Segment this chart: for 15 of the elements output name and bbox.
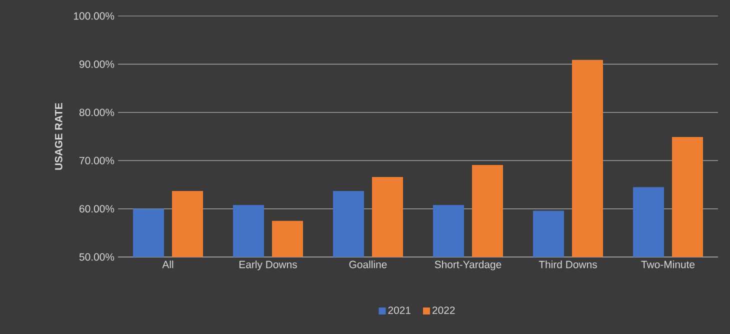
x-tick-label: Two-Minute — [641, 260, 695, 268]
y-tick-label: 80.00% — [79, 108, 114, 116]
x-tick-label: Third Downs — [538, 260, 597, 268]
legend-label: 2021 — [388, 306, 410, 314]
y-tick-label: 100.00% — [74, 12, 114, 20]
x-tick-label: Goalline — [349, 260, 387, 268]
x-tick-label: Short-Yardage — [434, 260, 502, 270]
y-axis-title: USAGE RATE — [54, 103, 62, 170]
x-tick-label: Early Downs — [240, 260, 297, 270]
y-tick-label: 50.00% — [79, 253, 114, 261]
y-tick-label: 70.00% — [80, 156, 114, 164]
y-tick-label: 60.00% — [80, 205, 114, 213]
legend-label: 2022 — [432, 306, 455, 314]
y-tick-label: 90.00% — [79, 60, 114, 68]
x-tick-label: All — [162, 260, 174, 268]
